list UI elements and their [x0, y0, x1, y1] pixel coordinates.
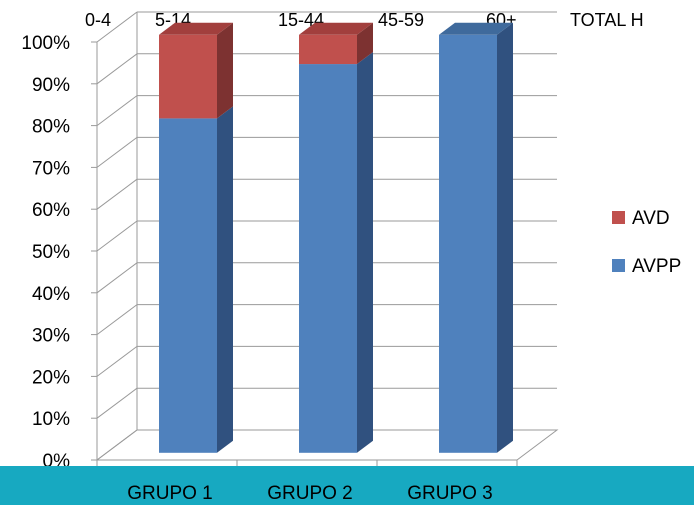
bar-top-2	[299, 22, 373, 35]
bar-side-avpp-1	[217, 106, 233, 453]
gridline-wall	[96, 11, 138, 43]
axes	[91, 12, 559, 466]
y-tick-label: 30%	[32, 326, 70, 347]
legend: AVD AVPP	[612, 208, 681, 277]
y-tick-label: 80%	[32, 117, 70, 138]
y-tick-label: 90%	[32, 75, 70, 96]
legend-label-avpp: AVPP	[632, 256, 681, 277]
gridline-wall	[96, 262, 138, 294]
bar-top-3	[439, 22, 513, 35]
y-tick-label: 20%	[32, 367, 70, 388]
bottom-band	[0, 466, 694, 505]
bars	[159, 22, 513, 453]
bar-side-avd-2	[357, 22, 373, 65]
top-strip-label: 45-59	[378, 10, 424, 30]
y-tick-label: 50%	[32, 242, 70, 263]
legend-swatch-avpp	[612, 259, 625, 272]
bar-top-1	[159, 22, 233, 35]
gridline-wall	[96, 53, 138, 85]
gridline-wall	[96, 304, 138, 336]
bar-avd-1	[159, 34, 217, 119]
gridline-wall	[96, 95, 138, 126]
y-tick-label: 40%	[32, 284, 70, 305]
gridline-wall	[96, 387, 138, 419]
y-tick-label: 100%	[21, 33, 70, 54]
bar-side-avd-1	[217, 22, 233, 119]
tick-labels: 0%10%20%30%40%50%60%70%80%90%100%	[21, 33, 70, 472]
gridline-wall	[96, 178, 138, 210]
bar-avd-2	[299, 34, 357, 65]
y-tick-label: 60%	[32, 200, 70, 221]
gridline-wall	[96, 136, 138, 168]
y-tick-label: 10%	[32, 409, 70, 430]
top-strip-label: TOTAL H	[570, 10, 644, 30]
gridline-wall	[96, 345, 138, 377]
bar-avpp-3	[439, 34, 497, 453]
bar-avpp-2	[299, 64, 357, 453]
y-tick-label: 70%	[32, 158, 70, 179]
top-strip-label: 0-4	[85, 10, 111, 30]
bar-side-avpp-3	[497, 22, 513, 453]
legend-label-avd: AVD	[632, 208, 670, 229]
bar-side-avpp-2	[357, 52, 373, 453]
bar-avpp-1	[159, 118, 217, 453]
legend-swatch-avd	[612, 211, 625, 224]
gridline-wall	[96, 220, 138, 252]
